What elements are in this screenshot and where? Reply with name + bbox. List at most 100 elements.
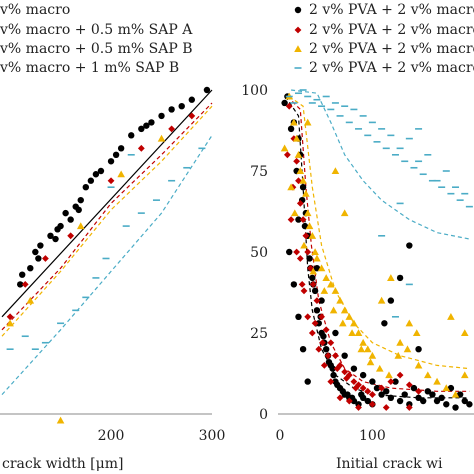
data-point-series-1 (75, 206, 82, 214)
data-point-series-2 (352, 384, 360, 392)
data-point-series-3 (340, 209, 349, 217)
data-point-series-3 (447, 313, 455, 320)
data-point-series-1 (322, 346, 330, 353)
data-point-series-2 (336, 394, 344, 402)
data-point-series-1 (295, 216, 302, 223)
data-point-series-2 (333, 365, 341, 373)
data-point-series-2 (387, 378, 395, 385)
data-point-series-1 (62, 209, 69, 217)
data-point-series-2 (382, 404, 390, 411)
data-point-series-1 (320, 333, 327, 340)
data-point-series-1 (286, 248, 293, 256)
data-point-series-2 (327, 339, 335, 347)
right-legend-label-3: 2 v% PVA + 2 v% macro (309, 41, 474, 57)
data-point-series-3 (433, 377, 441, 385)
data-point-series-1 (47, 232, 54, 239)
data-point-series-2 (341, 368, 349, 376)
x-tick-label: 100 (359, 428, 386, 444)
data-point-series-3 (394, 351, 403, 359)
data-point-series-3 (375, 364, 384, 372)
data-point-series-1 (364, 397, 371, 405)
data-point-series-2 (359, 384, 367, 392)
data-point-series-2 (405, 381, 413, 389)
data-point-series-1 (383, 388, 390, 395)
data-point-series-1 (299, 184, 307, 191)
data-point-series-3 (56, 416, 65, 424)
left-chart: 200 300 crack width [μm] (0, 86, 225, 472)
left-fit-lines (1, 89, 213, 396)
data-point-series-1 (325, 358, 333, 366)
fit-line-series-1 (1, 89, 213, 318)
data-point-series-2 (396, 371, 404, 379)
data-point-series-2 (293, 157, 301, 165)
data-point-series-3 (311, 248, 319, 256)
right-legend-label-2: 2 v% PVA + 2 v% macro (309, 22, 474, 38)
data-point-series-1 (329, 365, 336, 372)
data-point-series-1 (447, 384, 455, 392)
data-point-series-3 (290, 209, 299, 217)
data-point-series-3 (357, 345, 366, 353)
data-point-series-3 (385, 371, 393, 379)
data-point-series-2 (368, 400, 376, 408)
data-point-series-3 (76, 222, 85, 230)
data-point-series-3 (299, 176, 307, 184)
fit-line-series-2 (1, 102, 213, 331)
data-point-series-2 (304, 248, 312, 256)
data-point-series-2 (285, 102, 293, 110)
data-point-series-3 (403, 345, 412, 353)
data-point-series-3 (405, 319, 414, 327)
right-legend-background (282, 0, 474, 76)
data-point-series-3 (6, 319, 14, 327)
data-point-series-2 (405, 404, 413, 411)
right-x-tick-labels: 0 100 (276, 428, 386, 444)
data-point-series-2 (345, 397, 353, 405)
data-point-series-3 (377, 296, 386, 304)
data-point-series-1 (138, 125, 145, 133)
data-point-series-3 (345, 313, 354, 320)
data-point-series-3 (363, 345, 372, 353)
data-point-series-1 (315, 320, 322, 327)
data-point-series-1 (32, 248, 39, 256)
data-point-series-3 (359, 338, 367, 346)
data-point-series-3 (292, 134, 301, 142)
data-point-series-1 (438, 394, 445, 401)
data-point-series-3 (451, 390, 460, 398)
left-data-points (6, 86, 211, 424)
data-point-series-1 (332, 329, 339, 337)
data-point-series-2 (315, 345, 323, 353)
data-point-series-3 (287, 183, 295, 191)
data-point-series-3 (308, 232, 317, 239)
data-point-series-2 (378, 384, 386, 392)
data-point-series-1 (378, 391, 385, 398)
data-point-series-1 (443, 401, 450, 408)
data-point-series-1 (299, 346, 307, 353)
data-point-series-3 (294, 151, 303, 158)
data-point-series-1 (318, 297, 325, 304)
data-point-series-2 (332, 352, 339, 360)
data-point-series-1 (295, 313, 302, 320)
data-point-series-2 (188, 112, 196, 120)
data-point-series-1 (178, 103, 185, 110)
right-fit-lines (285, 89, 470, 399)
y-tick-label: 100 (241, 83, 268, 99)
left-legend: v% macro v% macro + 0.5 m% SAP A v% macr… (0, 2, 193, 76)
data-point-series-2 (67, 232, 75, 240)
data-point-series-1 (311, 287, 319, 295)
data-point-series-1 (369, 378, 376, 385)
data-point-series-2 (300, 287, 308, 295)
data-point-series-1 (396, 397, 404, 405)
data-point-series-3 (296, 167, 305, 175)
data-point-series-3 (396, 338, 404, 346)
data-point-series-3 (387, 274, 395, 281)
data-point-series-1 (461, 397, 468, 405)
data-point-series-2 (364, 387, 372, 395)
data-point-series-1 (415, 394, 422, 401)
data-point-series-3 (327, 280, 335, 288)
x-tick-label: 0 (276, 428, 285, 444)
left-legend-label-1: v% macro (0, 2, 70, 18)
data-point-series-2 (168, 125, 176, 133)
data-point-series-1 (309, 274, 316, 282)
data-point-series-2 (322, 326, 330, 334)
data-point-series-2 (137, 144, 145, 152)
data-point-series-1 (52, 235, 59, 243)
